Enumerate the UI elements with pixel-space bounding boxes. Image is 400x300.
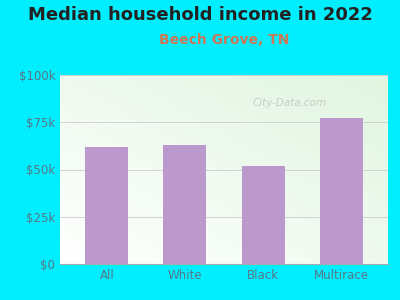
Bar — [85, 147, 128, 264]
Title: Beech Grove, TN: Beech Grove, TN — [159, 33, 289, 47]
Bar — [164, 145, 206, 264]
Text: City-Data.com: City-Data.com — [252, 98, 327, 108]
Bar — [242, 166, 284, 264]
Bar — [320, 118, 363, 264]
Text: Median household income in 2022: Median household income in 2022 — [28, 6, 372, 24]
